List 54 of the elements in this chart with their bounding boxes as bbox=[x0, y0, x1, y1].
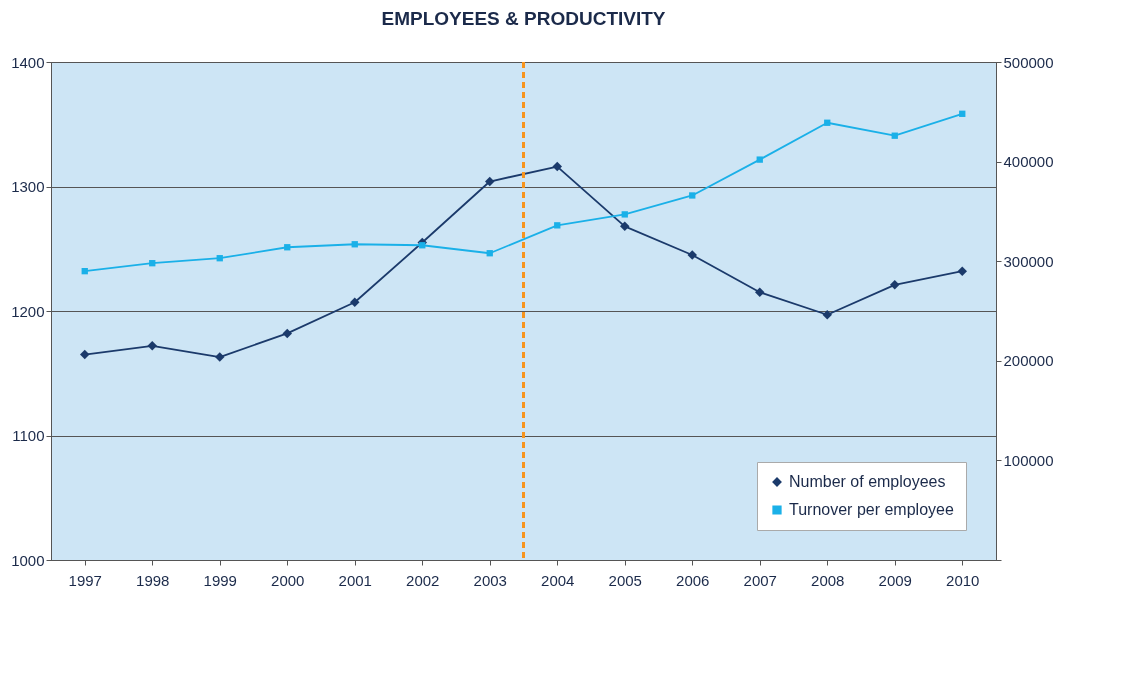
legend-label: Number of employees bbox=[789, 473, 946, 490]
point bbox=[215, 352, 225, 362]
point bbox=[822, 309, 832, 320]
y-tick-label: 1400 bbox=[11, 53, 45, 71]
point bbox=[81, 268, 88, 275]
point bbox=[959, 110, 966, 117]
point bbox=[687, 250, 697, 260]
point bbox=[824, 119, 831, 126]
point bbox=[216, 255, 223, 262]
point bbox=[284, 244, 291, 251]
x-tick-label: 2003 bbox=[473, 571, 507, 589]
y2-tick-label: 400000 bbox=[1003, 153, 1054, 171]
y2-tick-label: 500000 bbox=[1003, 53, 1054, 71]
point bbox=[351, 241, 358, 248]
point bbox=[80, 349, 90, 360]
point bbox=[756, 156, 763, 163]
point bbox=[620, 221, 630, 232]
point bbox=[149, 260, 156, 267]
legend-label: Turnover per employee bbox=[789, 501, 954, 518]
chart-title: EMPLOYEES & PRODUCTIVITY bbox=[381, 8, 666, 29]
point bbox=[554, 222, 561, 229]
y2-tick-label: 100000 bbox=[1003, 451, 1054, 469]
point bbox=[350, 297, 360, 308]
point bbox=[419, 242, 426, 249]
y-tick-label: 1000 bbox=[11, 551, 45, 569]
x-tick-label: 2008 bbox=[811, 571, 845, 589]
y-tick-label: 1200 bbox=[11, 302, 45, 320]
point bbox=[890, 280, 900, 290]
x-tick-label: 2000 bbox=[271, 571, 305, 589]
point bbox=[689, 192, 696, 199]
point bbox=[957, 266, 967, 276]
x-tick-label: 2001 bbox=[338, 571, 372, 589]
x-tick-label: 2006 bbox=[676, 571, 710, 589]
x-tick-label: 2002 bbox=[406, 571, 440, 589]
x-tick-label: 1999 bbox=[203, 571, 237, 589]
point bbox=[755, 287, 765, 298]
x-tick-label: 2009 bbox=[878, 571, 912, 589]
y2-tick-label: 300000 bbox=[1003, 252, 1054, 270]
y-tick-label: 1100 bbox=[12, 427, 45, 444]
x-tick-label: 1997 bbox=[68, 571, 102, 589]
point bbox=[891, 132, 898, 139]
point bbox=[621, 211, 628, 218]
point bbox=[552, 161, 562, 172]
point bbox=[282, 328, 292, 339]
y-tick-label: 1300 bbox=[11, 178, 45, 195]
point bbox=[486, 250, 493, 257]
x-tick-label: 2004 bbox=[541, 571, 575, 589]
y2-tick-label: 200000 bbox=[1003, 352, 1054, 370]
point bbox=[147, 341, 157, 351]
x-tick-label: 2010 bbox=[946, 571, 980, 589]
point bbox=[485, 176, 495, 187]
x-tick-label: 2005 bbox=[608, 571, 642, 589]
x-tick-label: 1998 bbox=[136, 571, 170, 589]
x-tick-label: 2007 bbox=[743, 571, 777, 589]
